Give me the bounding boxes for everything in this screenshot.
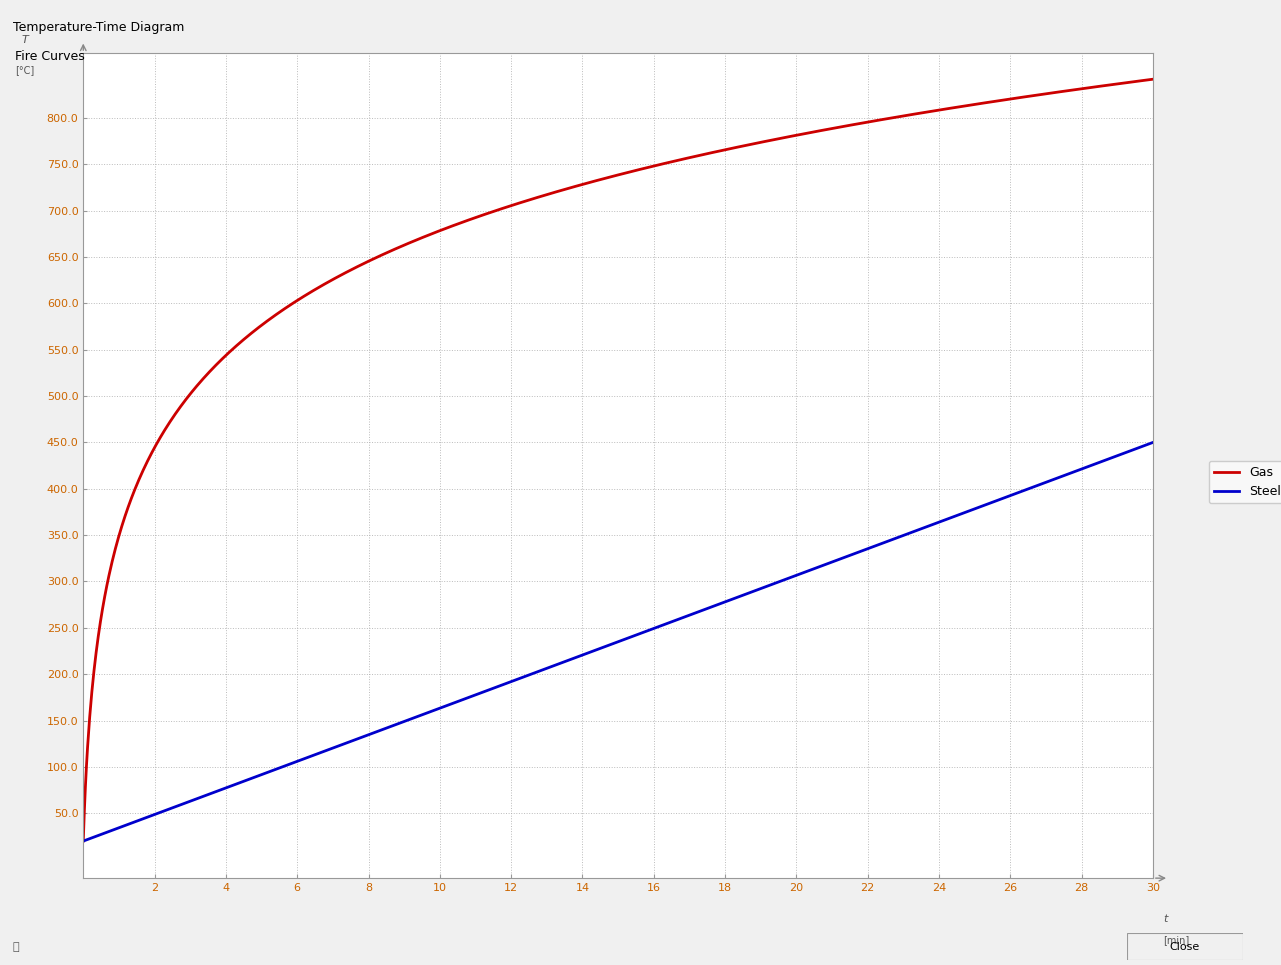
Gas bbox=[184, 385, 200, 397]
Steel bbox=[76, 836, 91, 847]
Steel bbox=[184, 794, 200, 806]
Legend: Gas, Steel: Gas, Steel bbox=[1209, 461, 1281, 503]
Text: Fire Curves: Fire Curves bbox=[15, 50, 85, 63]
Gas bbox=[1145, 73, 1161, 85]
Line: Steel: Steel bbox=[83, 442, 1153, 841]
Gas bbox=[509, 199, 524, 210]
Text: [min]: [min] bbox=[1163, 935, 1190, 945]
Steel bbox=[910, 524, 925, 536]
Steel bbox=[509, 675, 524, 686]
Steel bbox=[1145, 436, 1161, 448]
Gas bbox=[810, 125, 825, 137]
Steel bbox=[810, 562, 825, 573]
Text: 🔍: 🔍 bbox=[12, 942, 19, 951]
Text: Temperature-Time Diagram: Temperature-Time Diagram bbox=[13, 21, 184, 34]
Steel bbox=[929, 517, 944, 529]
Line: Gas: Gas bbox=[83, 79, 1153, 841]
Text: [°C]: [°C] bbox=[15, 66, 35, 75]
Text: Close: Close bbox=[1170, 942, 1200, 951]
Steel bbox=[547, 660, 562, 672]
Text: t: t bbox=[1163, 915, 1168, 924]
Text: T: T bbox=[20, 35, 28, 44]
Gas bbox=[910, 108, 925, 120]
Gas bbox=[547, 186, 562, 198]
Gas bbox=[929, 104, 944, 116]
Gas bbox=[76, 836, 91, 847]
